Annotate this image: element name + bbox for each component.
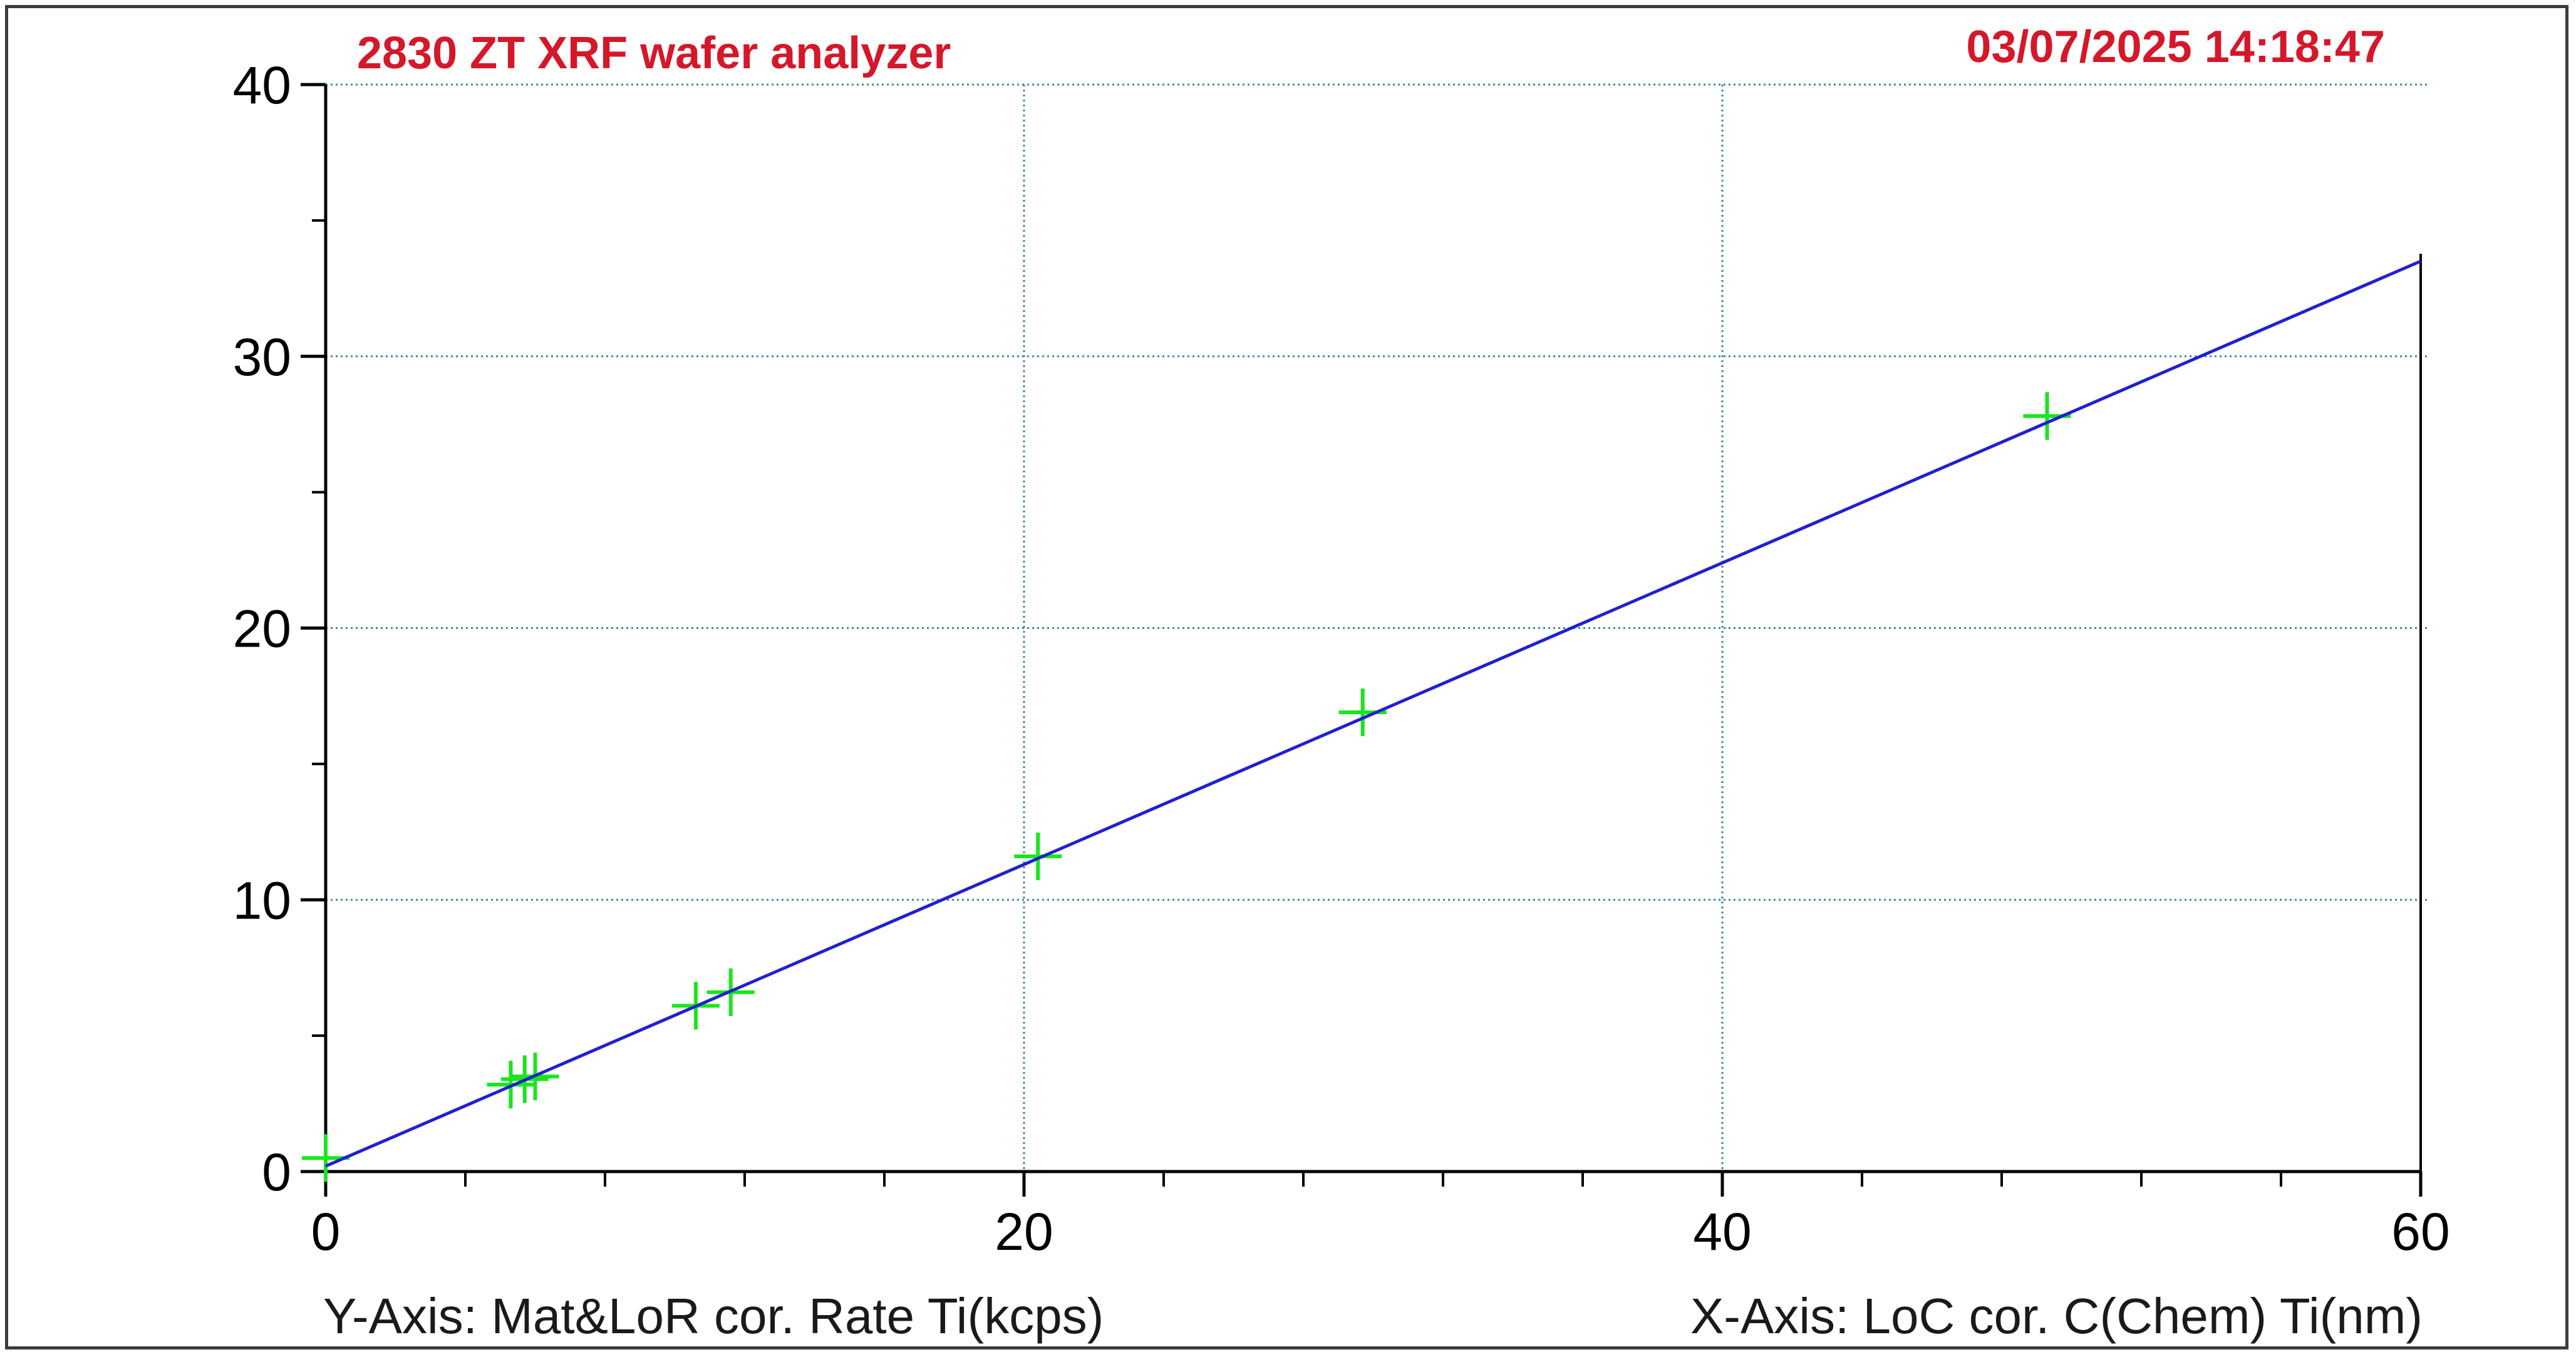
axis-ticks <box>301 83 2423 1197</box>
x-tick-label: 60 <box>2391 1202 2449 1261</box>
x-tick-label: 0 <box>311 1202 341 1261</box>
data-point <box>1014 832 1062 880</box>
chart-title: 2830 ZT XRF wafer analyzer <box>357 28 951 78</box>
grid-lines <box>326 83 2427 1172</box>
x-tick-label: 20 <box>995 1202 1053 1261</box>
fit-line <box>325 259 2421 1168</box>
chart: 0 20 40 60 0 10 20 30 40 2830 ZT XRF wafer analy… <box>233 22 2450 1344</box>
y-tick-label: 20 <box>233 600 291 658</box>
timestamp: 03/07/2025 14:18:47 <box>1966 22 2385 72</box>
y-tick-label: 0 <box>262 1143 291 1202</box>
data-series <box>302 259 2421 1182</box>
y-tick-label: 30 <box>233 328 291 387</box>
x-tick-label: 40 <box>1693 1202 1751 1261</box>
tick-labels: 0 20 40 60 0 10 20 30 40 <box>233 56 2450 1261</box>
chart-frame: 0 20 40 60 0 10 20 30 40 2830 ZT XRF wafer analy… <box>5 5 2568 1349</box>
x-axis-caption: X-Axis: LoC cor. C(Chem) Ti(nm) <box>1690 1288 2423 1344</box>
y-tick-label: 10 <box>233 871 291 930</box>
y-axis-caption: Y-Axis: Mat&LoR cor. Rate Ti(kcps) <box>323 1288 1104 1344</box>
y-tick-label: 40 <box>233 56 291 115</box>
